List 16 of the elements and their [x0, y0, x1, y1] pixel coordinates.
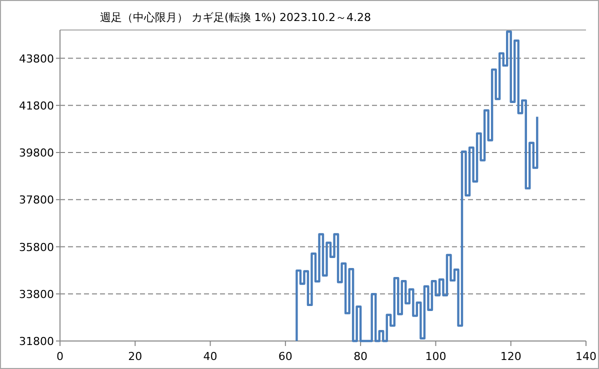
x-tick-label: 40 [203, 350, 218, 363]
y-tick-label: 31800 [19, 335, 54, 348]
x-tick-label: 120 [500, 350, 522, 363]
y-tick-label: 33800 [19, 288, 54, 301]
y-tick-label: 39800 [19, 146, 54, 160]
y-tick-label: 41800 [19, 99, 54, 112]
y-tick-label: 35800 [19, 240, 54, 254]
x-tick-label: 60 [278, 350, 292, 363]
y-tick-label: 37800 [19, 194, 54, 207]
x-tick-label: 0 [56, 350, 64, 363]
x-tick-label: 80 [354, 350, 368, 363]
x-tick-label: 140 [576, 350, 596, 363]
x-tick-label: 20 [128, 350, 142, 363]
x-tick-label: 100 [425, 350, 446, 363]
y-tick-label: 43800 [19, 52, 54, 66]
chart-title: 週足（中心限月） カギ足(転換 1%) 2023.10.2～4.28 [100, 11, 371, 24]
